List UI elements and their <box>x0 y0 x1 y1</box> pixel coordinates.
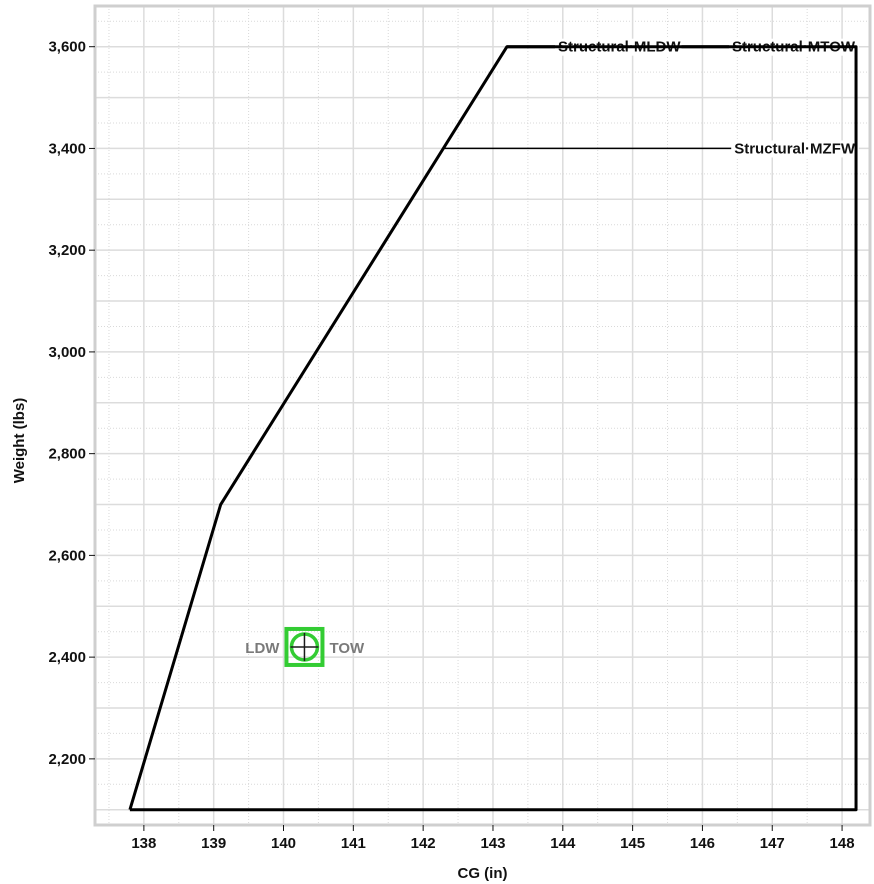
y-tick-label: 3,600 <box>48 39 86 56</box>
x-tick-label: 142 <box>411 835 436 852</box>
x-tick-label: 138 <box>131 835 156 852</box>
x-tick-label: 139 <box>201 835 226 852</box>
y-tick-label: 3,000 <box>48 344 86 361</box>
minor-grid <box>95 6 870 825</box>
y-tick-label: 3,400 <box>48 140 86 157</box>
point-label: LDW <box>245 640 280 657</box>
y-axis-ticks: 2,200 2,400 2,600 2,800 3,000 3,200 3,400 3,600 <box>48 39 95 768</box>
cg-envelope <box>128 45 858 812</box>
y-axis-title: Weight (lbs) <box>11 398 28 484</box>
limit-label: Structural·MZFW <box>734 140 856 157</box>
y-tick-label: 3,200 <box>48 242 86 259</box>
y-tick-label: 2,600 <box>48 547 86 564</box>
y-tick-label: 2,200 <box>48 751 86 768</box>
y-tick-label: 2,800 <box>48 446 86 463</box>
point-label: TOW <box>329 640 365 657</box>
weight-markers: LDW TOW <box>245 626 365 667</box>
y-tick-label: 2,400 <box>48 649 86 666</box>
x-tick-label: 144 <box>550 835 576 852</box>
plot-frame <box>93 4 872 827</box>
major-grid <box>95 6 870 825</box>
limit-label-background <box>731 140 859 158</box>
x-tick-label: 148 <box>830 835 855 852</box>
x-tick-label: 140 <box>271 835 296 852</box>
x-axis-ticks: 138 139 140 141 142 143 144 145 146 147 148 <box>131 825 855 852</box>
x-tick-label: 143 <box>480 835 505 852</box>
x-tick-label: 147 <box>760 835 785 852</box>
weight-point-box <box>284 626 325 667</box>
x-tick-label: 141 <box>341 835 366 852</box>
envelope-line <box>128 45 858 812</box>
x-axis-title: CG (in) <box>458 865 508 882</box>
x-tick-label: 146 <box>690 835 715 852</box>
x-tick-label: 145 <box>620 835 645 852</box>
